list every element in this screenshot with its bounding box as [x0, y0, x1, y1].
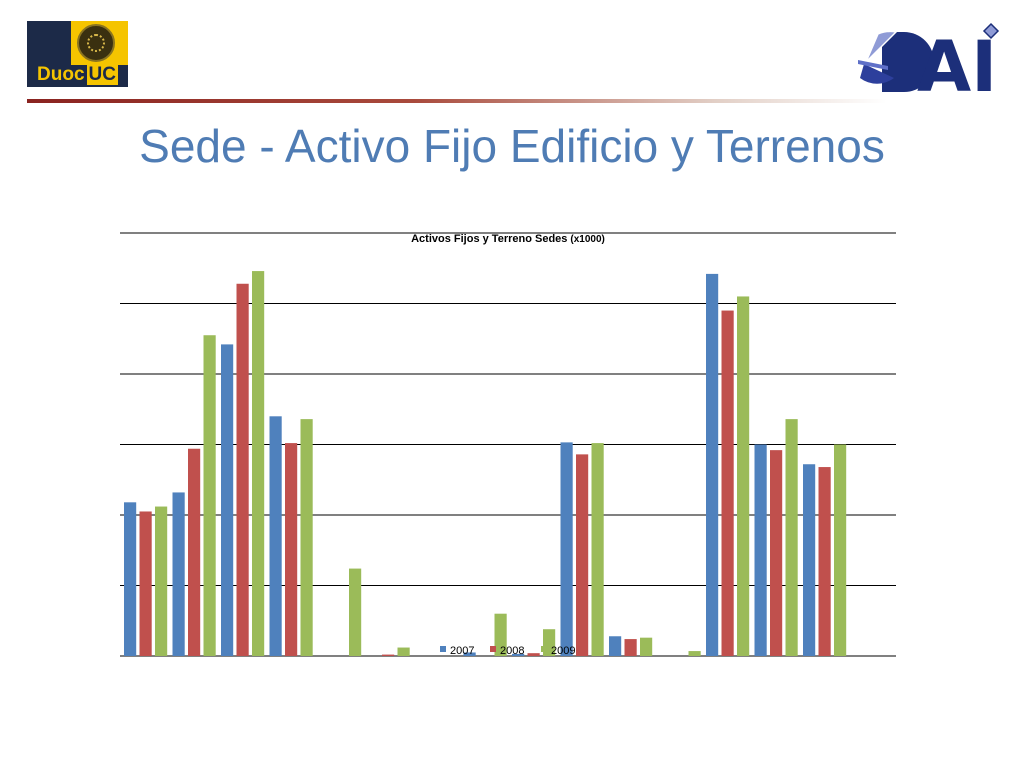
logo-text-duoc: Duoc: [37, 64, 85, 85]
bar-2007: [463, 652, 476, 656]
bar-2009: [349, 568, 362, 656]
logo-text-uc: UC: [86, 64, 118, 85]
bar-2009: [785, 419, 798, 656]
bar-2007: [512, 653, 525, 656]
legend-label: 2007: [450, 645, 474, 657]
bar-2008: [188, 448, 201, 656]
bar-2009: [834, 444, 847, 656]
bar-2007: [560, 442, 573, 656]
page-title: Sede - Activo Fijo Edificio y Terrenos: [139, 120, 885, 172]
logo-wordmark: Duoc UC: [27, 65, 128, 85]
bar-2008: [139, 511, 152, 656]
legend-label: 2008: [500, 645, 524, 657]
bar-2009: [155, 506, 168, 656]
bar-2009: [494, 613, 507, 656]
bar-2009: [688, 651, 701, 656]
legend-label: 2009: [551, 645, 575, 657]
bar-2007: [172, 492, 185, 656]
bar-2008: [818, 467, 831, 656]
header-divider: [27, 99, 887, 103]
bar-2008: [285, 443, 298, 656]
bar-2008: [770, 450, 783, 656]
bar-2008: [624, 639, 637, 656]
bar-2008: [382, 654, 395, 656]
bar-2007: [609, 636, 622, 656]
chart-title-suffix: (x1000): [570, 234, 604, 245]
chart-legend: 2007 2008 2009: [440, 645, 575, 657]
bar-2009: [397, 647, 410, 656]
bar-2007: [803, 464, 816, 656]
dai-logo-text: AI: [917, 26, 997, 96]
legend-swatch: [541, 646, 547, 652]
bar-2007: [754, 444, 767, 656]
bar-2009: [640, 637, 653, 656]
bar-2008: [576, 454, 589, 656]
chart-title-main: Activos Fijos y Terreno Sedes: [411, 233, 567, 245]
bar-2008: [721, 310, 734, 656]
bar-2007: [221, 344, 234, 656]
bar-2009: [300, 419, 313, 656]
bar-2008: [527, 653, 540, 656]
dai-logo-icon: AI: [858, 22, 1000, 96]
bar-2009: [203, 335, 216, 656]
duoc-uc-seal-icon: [77, 24, 115, 62]
bar-2009: [737, 296, 750, 656]
chart-title: Activos Fijos y Terreno Sedes (x1000): [411, 233, 605, 245]
bar-2008: [236, 283, 249, 656]
bar-2007: [124, 502, 137, 656]
bar-2007: [269, 416, 282, 656]
legend-swatch: [490, 646, 496, 652]
legend-swatch: [440, 646, 446, 652]
duoc-uc-logo: Duoc UC: [27, 21, 128, 87]
bar-2009: [591, 443, 604, 656]
bar-2009: [252, 271, 265, 656]
bar-2007: [706, 273, 719, 656]
